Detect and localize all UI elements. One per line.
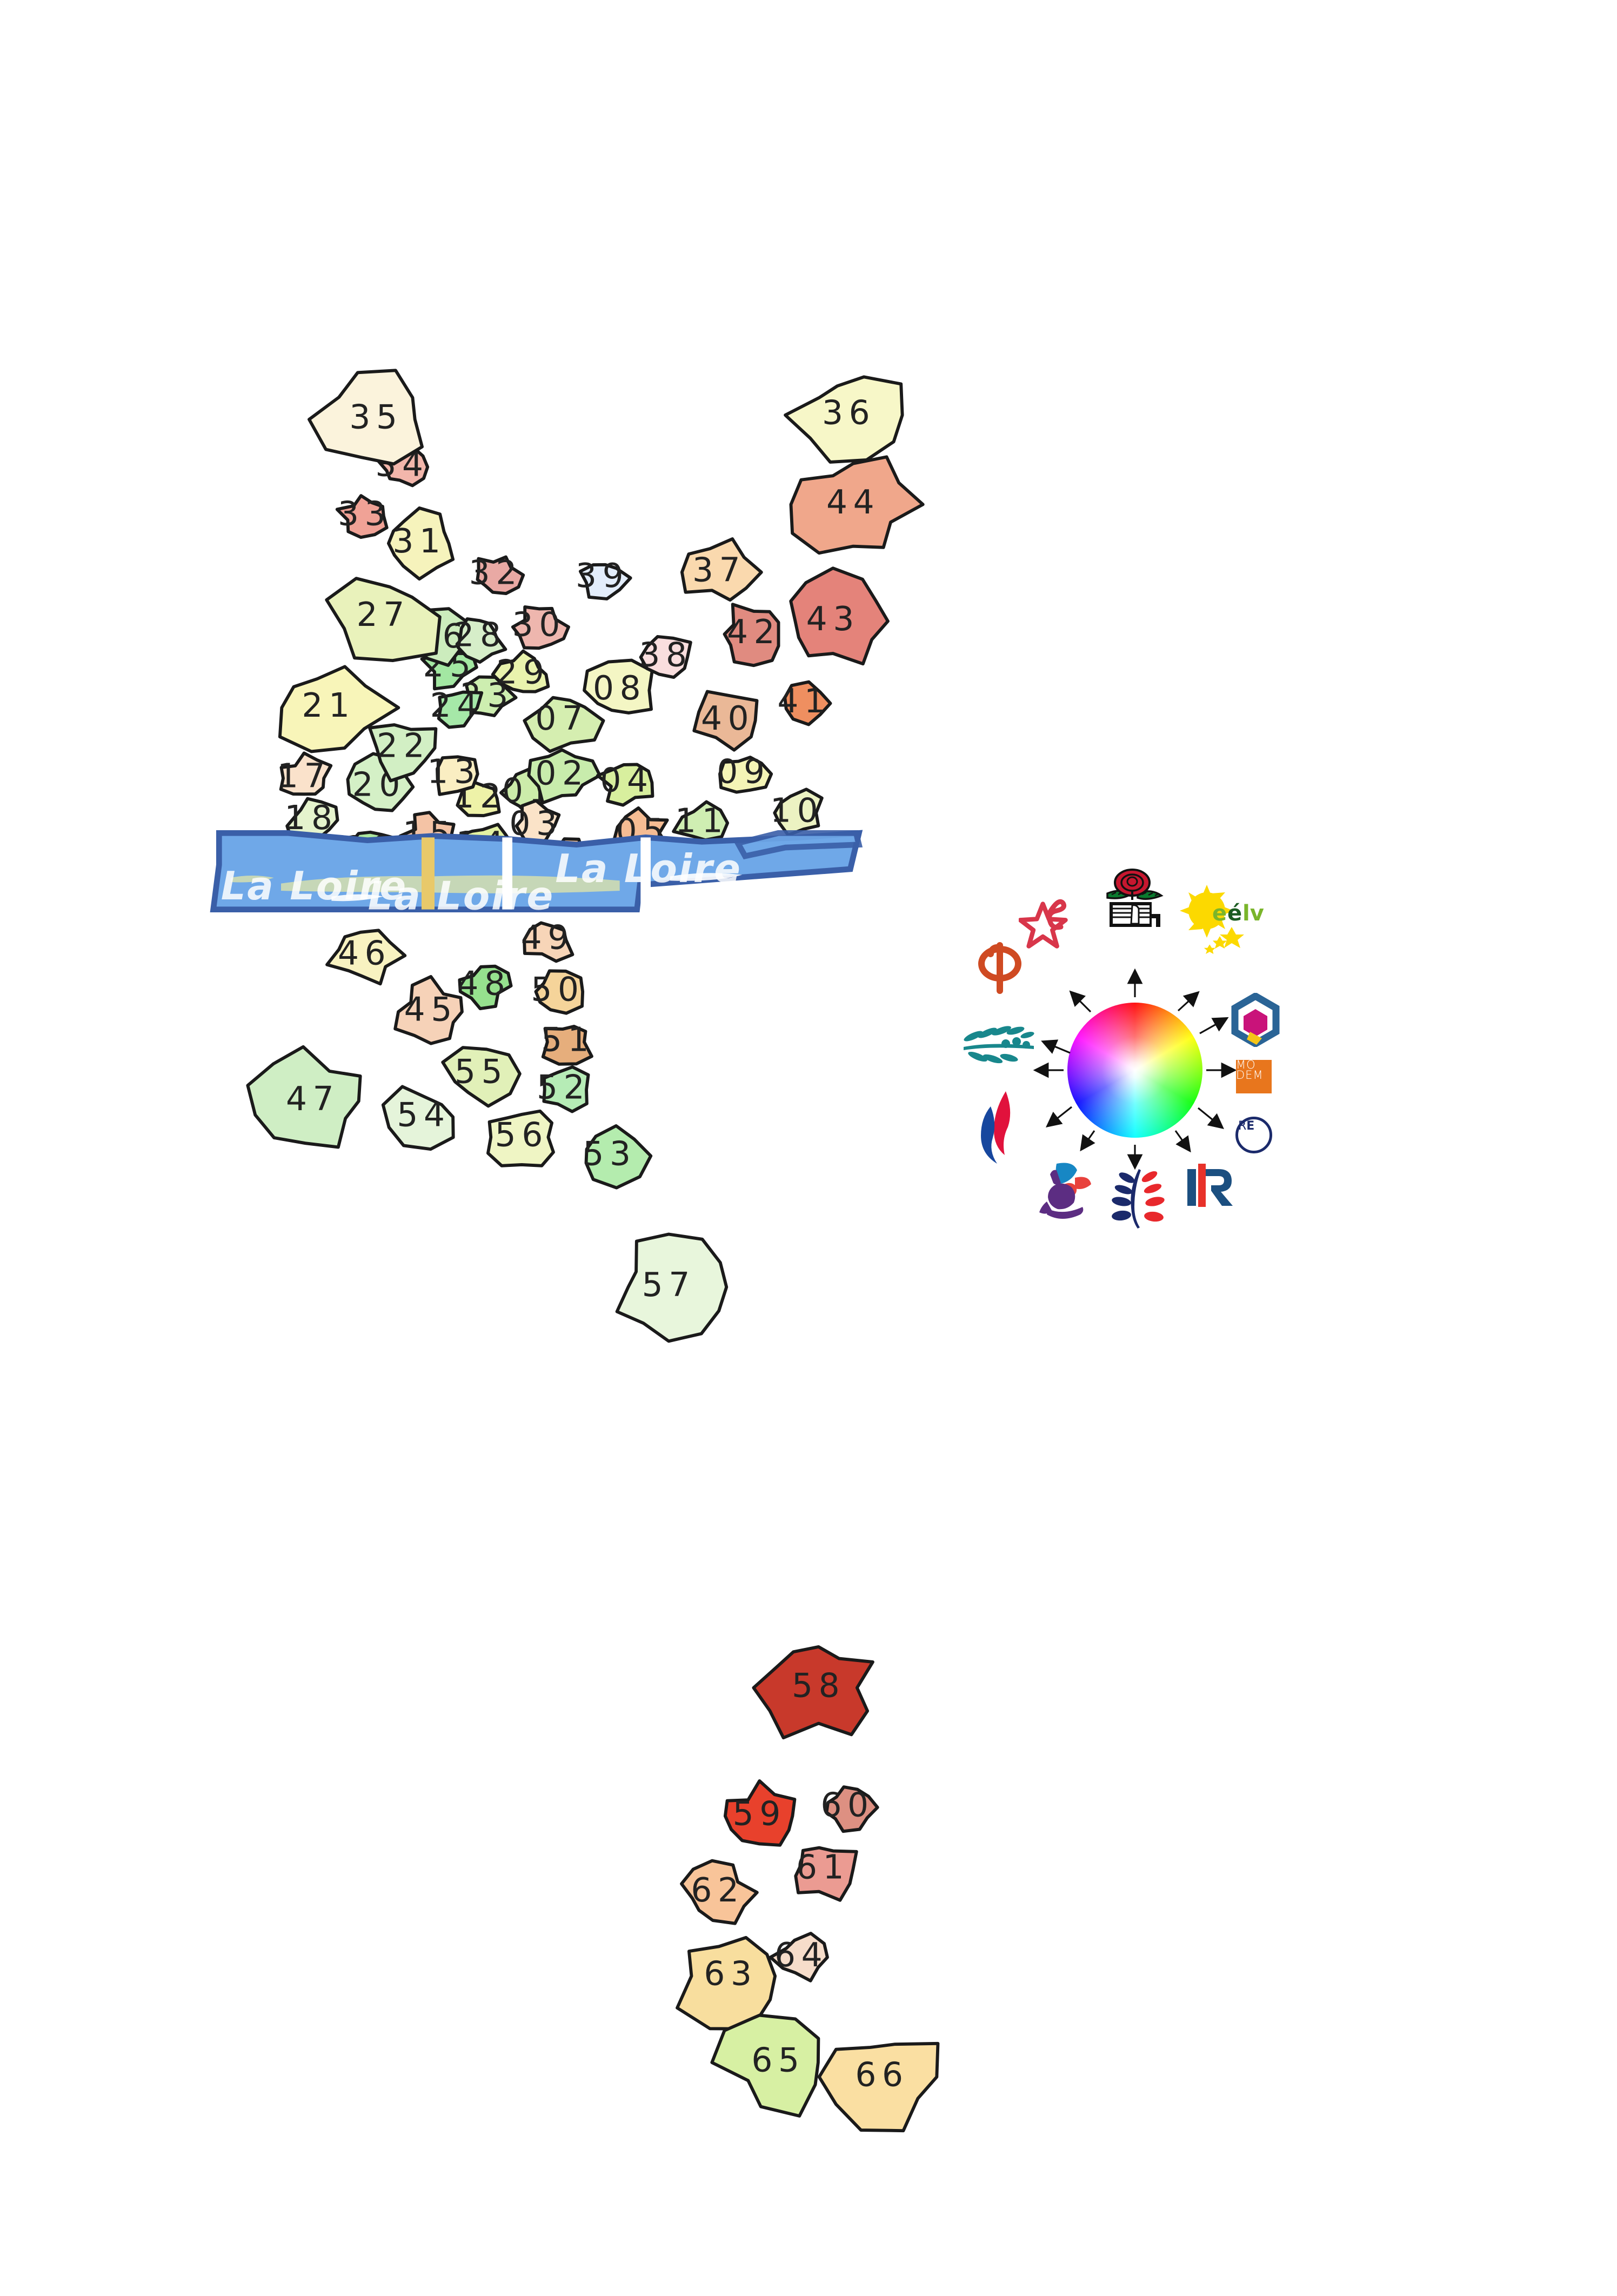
map-zone[interactable] <box>511 605 570 650</box>
map-zone[interactable] <box>615 1232 729 1343</box>
map-zone[interactable] <box>817 2041 940 2133</box>
map-zone[interactable] <box>578 563 632 600</box>
river-label-3: La Loire <box>555 846 741 891</box>
map-zone[interactable] <box>825 1785 879 1833</box>
map-zone[interactable] <box>583 658 654 715</box>
party-logo-npa[interactable] <box>1016 891 1081 956</box>
laurel-icon <box>1112 1169 1165 1229</box>
party-logo-lr[interactable] <box>1178 1154 1243 1219</box>
map-zone[interactable] <box>723 1779 797 1847</box>
party-logo-re[interactable]: RE <box>1232 1113 1275 1157</box>
legend-colour-wheel: RE MO DEM <box>886 832 1362 1308</box>
map-zone[interactable] <box>794 1846 858 1902</box>
map-zone[interactable] <box>680 1859 759 1925</box>
map-zone[interactable] <box>783 680 832 726</box>
eelv-letters-lv: lv <box>1242 901 1264 926</box>
map-zone[interactable] <box>393 975 464 1045</box>
river-label-1: La Loire <box>221 863 407 909</box>
map-zone[interactable] <box>723 603 780 668</box>
eelv-letter-e: e <box>1212 901 1227 926</box>
modem-line-1: MO <box>1236 1058 1256 1071</box>
sunflower-icon: e é lv <box>1180 885 1264 954</box>
map-zone[interactable] <box>523 696 605 753</box>
map-zone[interactable] <box>278 665 400 753</box>
person-flag-icon <box>1039 1163 1091 1219</box>
river-label-2: La Loire <box>368 873 554 919</box>
flame-icon <box>981 1091 1011 1164</box>
party-logo-eelv[interactable]: e é lv <box>1173 882 1275 958</box>
re-circle-icon: RE <box>1235 1117 1272 1153</box>
map-zone[interactable] <box>491 649 550 693</box>
map-zone[interactable] <box>279 751 333 796</box>
map-zone[interactable] <box>486 1109 555 1167</box>
map-zone[interactable] <box>596 763 654 807</box>
zone-group: 0102030405060708091011121314151617181920… <box>231 369 940 2133</box>
party-logo-dlf[interactable] <box>1102 1163 1173 1233</box>
map-zone[interactable] <box>752 1645 874 1740</box>
map-zone[interactable] <box>456 617 507 664</box>
party-logo-reconquete[interactable] <box>1031 1157 1101 1227</box>
hexagon-icon <box>1231 993 1280 1047</box>
party-logo-place-publique[interactable] <box>1226 990 1285 1050</box>
map-zone[interactable] <box>441 1046 522 1108</box>
map-zone[interactable] <box>325 929 407 986</box>
map-zone[interactable] <box>789 566 890 666</box>
map-zone[interactable] <box>325 577 442 663</box>
party-logo-modem[interactable]: MO DEM <box>1232 1055 1275 1098</box>
re-letter-r: R <box>1238 1119 1247 1133</box>
map-zone[interactable] <box>784 375 904 464</box>
modem-line-2: DEM <box>1236 1069 1264 1082</box>
map-zone[interactable] <box>541 1024 593 1066</box>
modem-box-icon: MO DEM <box>1236 1058 1272 1093</box>
map-zone[interactable] <box>789 455 925 555</box>
map-zone[interactable] <box>710 2013 820 2118</box>
map-zone[interactable] <box>523 921 574 963</box>
map-zone[interactable] <box>476 555 525 596</box>
map-zone[interactable] <box>680 537 763 602</box>
map-zone[interactable] <box>387 506 455 581</box>
map-zone[interactable] <box>534 969 585 1015</box>
map-zone[interactable] <box>769 1932 829 1983</box>
olive-branch-icon <box>964 1026 1034 1064</box>
loire-river: La Loire La Loire La Loire <box>210 830 863 919</box>
map-zone[interactable] <box>584 1124 653 1190</box>
party-logo-lo[interactable] <box>957 1011 1043 1070</box>
map-zone[interactable] <box>246 1045 362 1149</box>
map-zone[interactable] <box>308 369 424 466</box>
party-logo-rn[interactable] <box>966 1085 1031 1177</box>
eelv-letter-e-accent: é <box>1227 901 1242 926</box>
map-zone[interactable] <box>639 635 692 679</box>
party-logo-ps[interactable] <box>1101 866 1172 936</box>
map-zone[interactable] <box>335 494 389 539</box>
map-zone[interactable] <box>368 723 438 783</box>
star-icon <box>1019 899 1068 949</box>
map-zone[interactable] <box>692 690 759 752</box>
party-logo-lfi[interactable] <box>967 935 1032 1000</box>
lr-icon <box>1187 1164 1233 1207</box>
map-zone[interactable] <box>458 964 513 1011</box>
map-zone[interactable] <box>718 756 773 794</box>
phi-icon <box>978 942 1021 994</box>
re-letter-e: E <box>1246 1119 1255 1133</box>
map-zone[interactable] <box>437 690 484 729</box>
rose-fist-icon <box>1106 869 1164 927</box>
map-zone[interactable] <box>773 787 824 837</box>
map-zone[interactable] <box>381 1085 455 1151</box>
map-zone[interactable] <box>542 1065 590 1113</box>
canal-orleans <box>733 830 863 860</box>
map-zone[interactable] <box>436 755 479 796</box>
legend-arrows <box>1033 968 1237 1170</box>
map-zone[interactable] <box>527 748 602 805</box>
map-zone[interactable] <box>672 800 730 842</box>
colour-wheel <box>1067 1003 1202 1138</box>
